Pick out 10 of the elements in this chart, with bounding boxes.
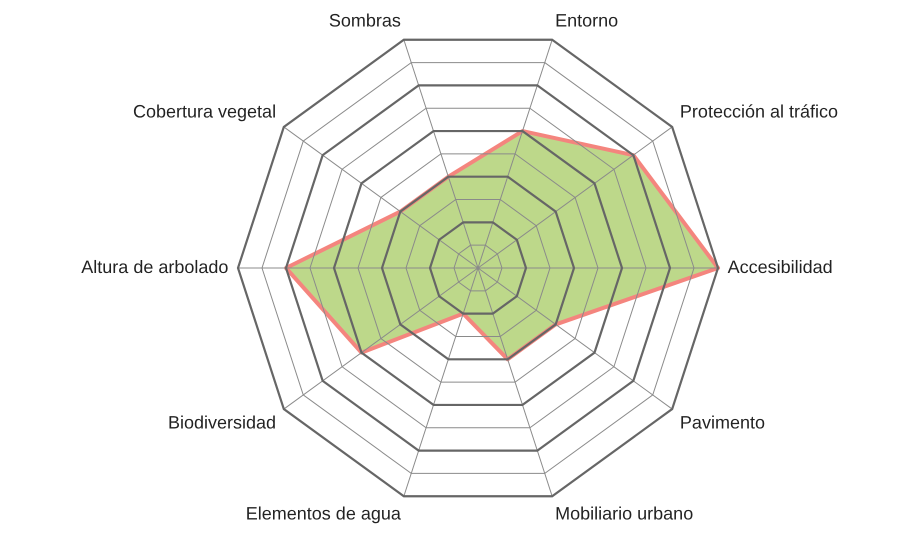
spoke-label: Sombras [328,10,401,31]
spoke-label: Protección al tráfico [680,101,838,122]
spoke-label: Entorno [555,10,618,31]
spoke-label: Pavimento [680,412,765,433]
spoke-label: Elementos de agua [246,503,402,524]
spoke-label: Cobertura vegetal [132,101,276,122]
spoke-label: Altura de arbolado [81,257,228,277]
spoke-label: Accesibilidad [728,257,833,277]
spoke-label: Biodiversidad [168,412,276,433]
spoke-label: Mobiliario urbano [555,503,694,524]
